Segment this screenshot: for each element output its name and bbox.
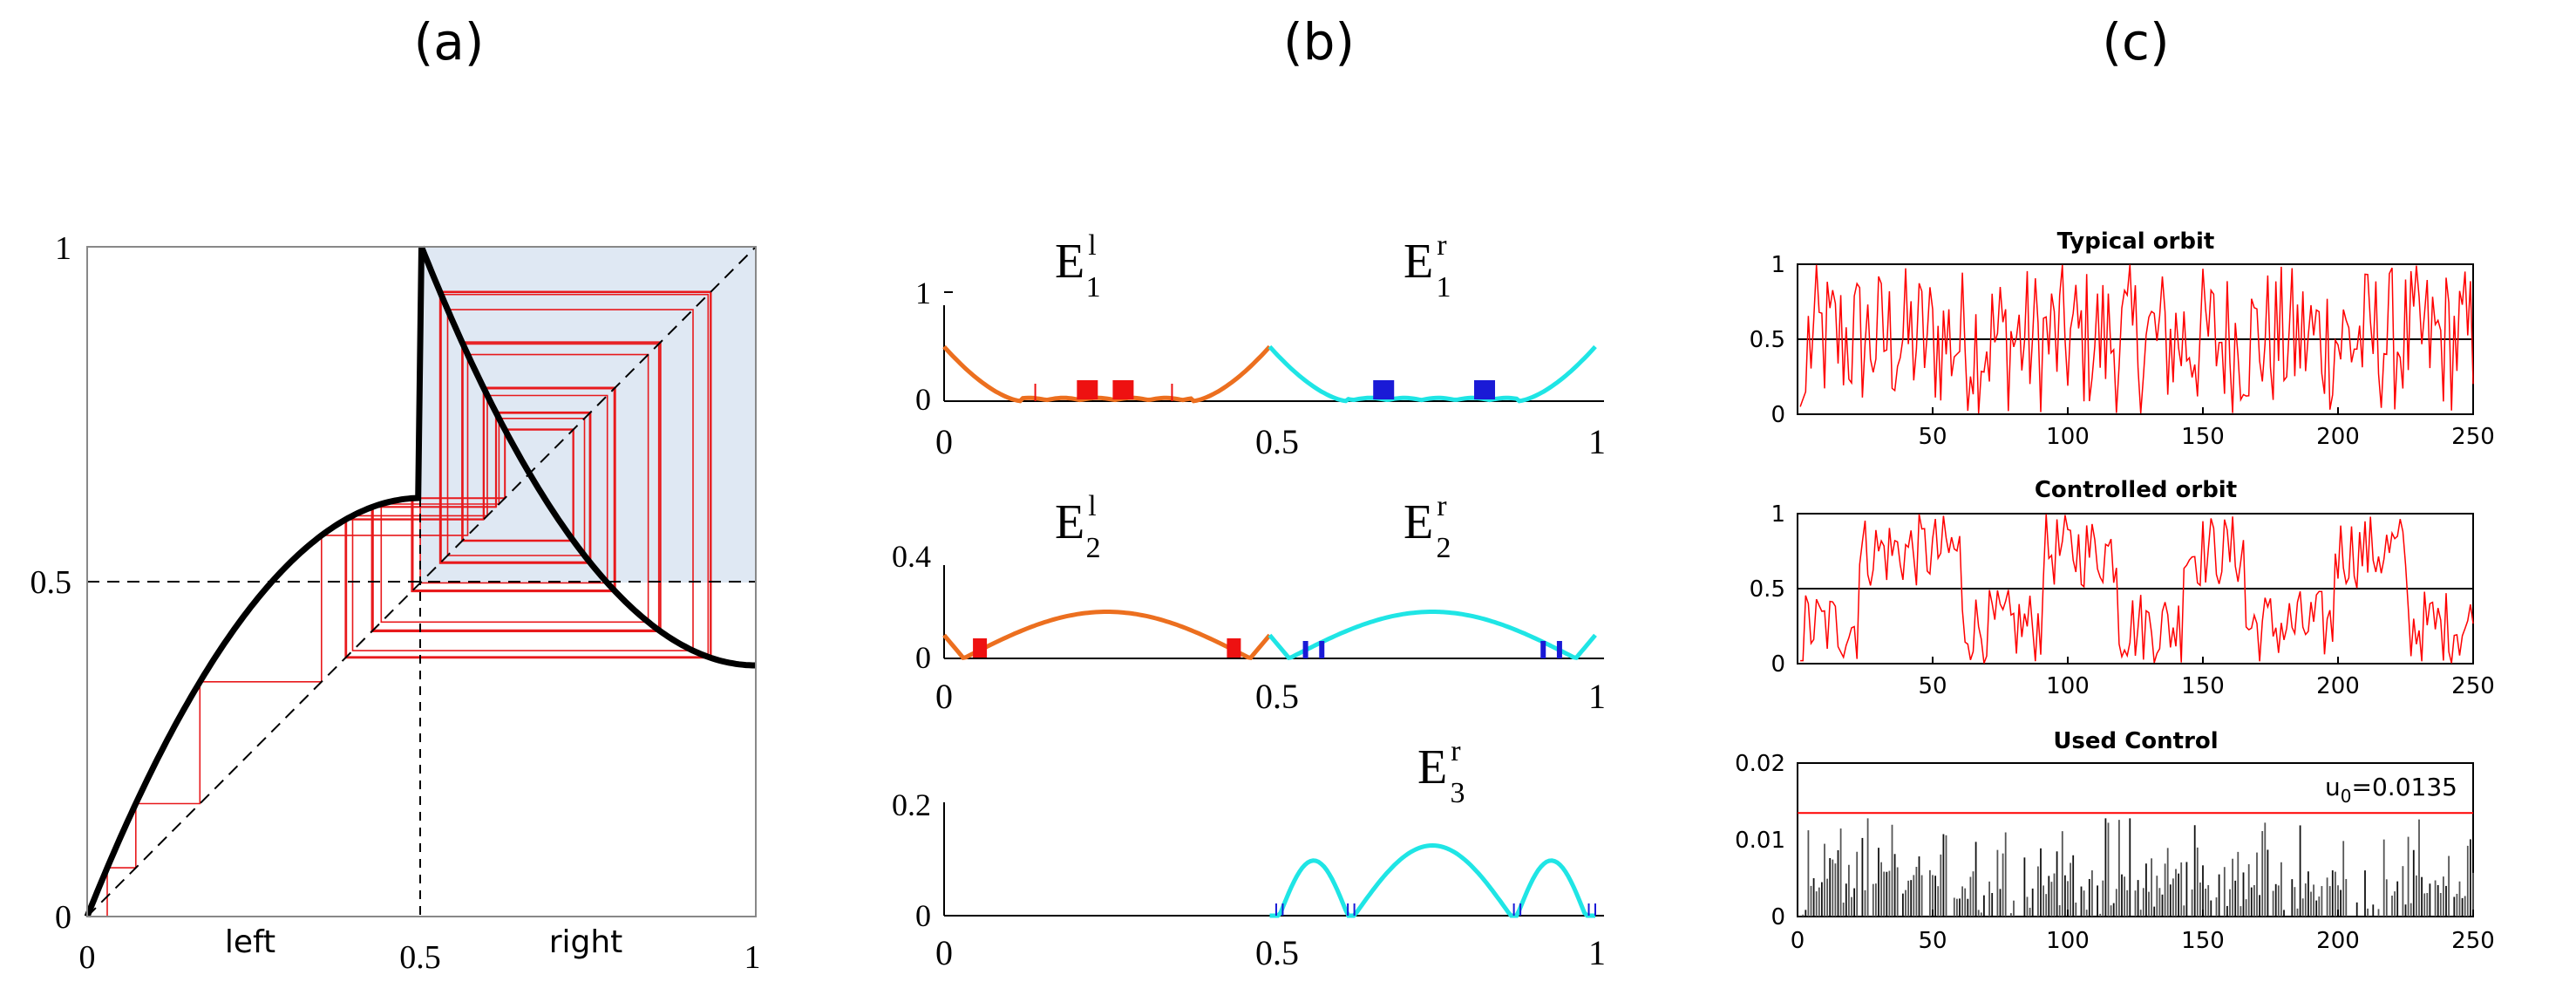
panel-a-xtick-05: 0.5 xyxy=(399,939,441,976)
xtick-label-150: 150 xyxy=(2181,424,2225,450)
xtick-label-100: 100 xyxy=(2046,673,2090,699)
xtick-label-50: 50 xyxy=(1918,673,1947,699)
panel-c-controlled-xticks: 50 100 150 200 250 xyxy=(1918,657,2495,699)
panel-b-row1-xtick-1: 1 xyxy=(1588,422,1606,461)
e1-left-marker-1 xyxy=(1112,380,1134,399)
panel-c-control-bars xyxy=(1802,818,2474,917)
panel-a: 0 0.5 1 0 0.5 1 left right xyxy=(31,230,761,976)
panel-c-controlled-title: Controlled orbit xyxy=(2035,477,2237,503)
panel-b-row1-markers xyxy=(1034,380,1496,401)
panel-b-row1-xtick-0: 0 xyxy=(935,422,953,461)
panel-b-row3-xtick-1: 1 xyxy=(1588,933,1606,972)
panel-a-ytick-0: 0 xyxy=(55,899,71,936)
panel-c-controlled-orbit xyxy=(1800,514,2474,664)
control-xtick-label-250: 250 xyxy=(2451,928,2495,954)
panel-b-row2-xtick-0: 0 xyxy=(935,677,953,716)
panel-c-controlled-ytick-0: 0 xyxy=(1771,651,1785,678)
panel-c-typical-title: Typical orbit xyxy=(2057,228,2215,255)
xtick-label-50: 50 xyxy=(1918,424,1947,450)
control-xtick-label-50: 50 xyxy=(1918,928,1947,954)
panel-label-b: (b) xyxy=(1283,12,1355,72)
panel-c-control-xticks: 0 50 100 150 200 250 xyxy=(1791,910,2495,954)
panel-b-row2-xtick-1: 1 xyxy=(1588,677,1606,716)
panel-c-control-ytick-001: 0.01 xyxy=(1735,828,1785,854)
panel-c-typical-orbit xyxy=(1799,264,2474,414)
panel-c-typical-xticks: 50 100 150 200 250 xyxy=(1918,407,2495,450)
xtick-label-200: 200 xyxy=(2316,424,2360,450)
panel-c-controlled-ytick-1: 1 xyxy=(1771,501,1785,528)
panel-a-left-branch xyxy=(84,246,425,918)
xtick-label-150: 150 xyxy=(2181,673,2225,699)
panel-c-controlled-ytick-05: 0.5 xyxy=(1750,576,1785,603)
control-xtick-label-150: 150 xyxy=(2181,928,2225,954)
e2-right-marker-3 xyxy=(1556,641,1562,658)
panel-b-row1-right-curve xyxy=(1268,344,1597,404)
panel-b-row1-ytick-0: 0 xyxy=(915,382,931,417)
e1-left-marker-0 xyxy=(1077,380,1098,399)
e2-right-marker-1 xyxy=(1319,641,1325,658)
panel-a-diagonal xyxy=(86,246,757,917)
xtick-label-250: 250 xyxy=(2451,673,2495,699)
e2-left-marker-0 xyxy=(973,638,988,658)
e1-right-marker-0 xyxy=(1373,380,1395,399)
e2-right-marker-2 xyxy=(1540,641,1546,658)
control-xtick-label-200: 200 xyxy=(2316,928,2360,954)
panel-a-xtick-0: 0 xyxy=(79,939,96,976)
panel-a-left-label: left xyxy=(225,924,275,960)
panel-b-row3-ytick-0: 0 xyxy=(915,898,931,933)
panel-c-control-title: Used Control xyxy=(2053,728,2218,754)
panel-label-a: (a) xyxy=(414,12,485,72)
panel-b-row2-markers xyxy=(973,638,1562,658)
control-xtick-label-0: 0 xyxy=(1791,928,1805,954)
e1-right-marker-1 xyxy=(1474,380,1496,399)
panel-a-right-branch xyxy=(418,245,756,669)
panel-b-row2-left-curve xyxy=(942,610,1272,661)
e2-right-marker-0 xyxy=(1302,641,1308,658)
panel-c-control-ytick-002: 0.02 xyxy=(1735,751,1785,777)
panel-c-control-u0-label: u0=0.0135 xyxy=(2325,773,2457,807)
panel-b-row1-ytick-1: 1 xyxy=(915,276,931,310)
xtick-label-200: 200 xyxy=(2316,673,2360,699)
panel-c-typical-ytick-0: 0 xyxy=(1771,402,1785,428)
panel-b-row3-xtick-0: 0 xyxy=(935,933,953,972)
panel-label-c: (c) xyxy=(2102,12,2169,72)
panel-a-xtick-1: 1 xyxy=(744,939,761,976)
panel-c-typical-ytick-1: 1 xyxy=(1771,252,1785,278)
panel-b-row1-left-curve xyxy=(942,344,1272,404)
e2-left-marker-1 xyxy=(1227,638,1241,658)
control-xtick-label-100: 100 xyxy=(2046,928,2090,954)
panel-a-ytick-1: 1 xyxy=(55,230,71,267)
panel-b-row3-right-curve xyxy=(1269,842,1595,918)
panel-b-row3-xtick-05: 0.5 xyxy=(1255,933,1299,972)
panel-b-row2-ytick-04: 0.4 xyxy=(892,539,931,574)
panel-c-control-ytick-0: 0 xyxy=(1771,904,1785,930)
panel-b-row2-right-curve xyxy=(1268,610,1597,661)
panel-b-row3-ytick-02: 0.2 xyxy=(892,787,931,822)
panel-a-ytick-05: 0.5 xyxy=(31,564,72,601)
panel-b-row1-xtick-05: 0.5 xyxy=(1255,422,1299,461)
panel-c: Typical orbit 1 0.5 0 50 100 150 200 250 Con… xyxy=(1735,228,2495,954)
panel-b-row2-xtick-05: 0.5 xyxy=(1255,677,1299,716)
panel-a-right-label: right xyxy=(549,924,623,960)
panel-c-typical-ytick-05: 0.5 xyxy=(1750,327,1785,353)
panel-a-frame xyxy=(86,246,757,917)
panel-b-row3-markers xyxy=(1274,903,1596,916)
xtick-label-100: 100 xyxy=(2046,424,2090,450)
panel-b-row2-ytick-0: 0 xyxy=(915,640,931,675)
xtick-label-250: 250 xyxy=(2451,424,2495,450)
